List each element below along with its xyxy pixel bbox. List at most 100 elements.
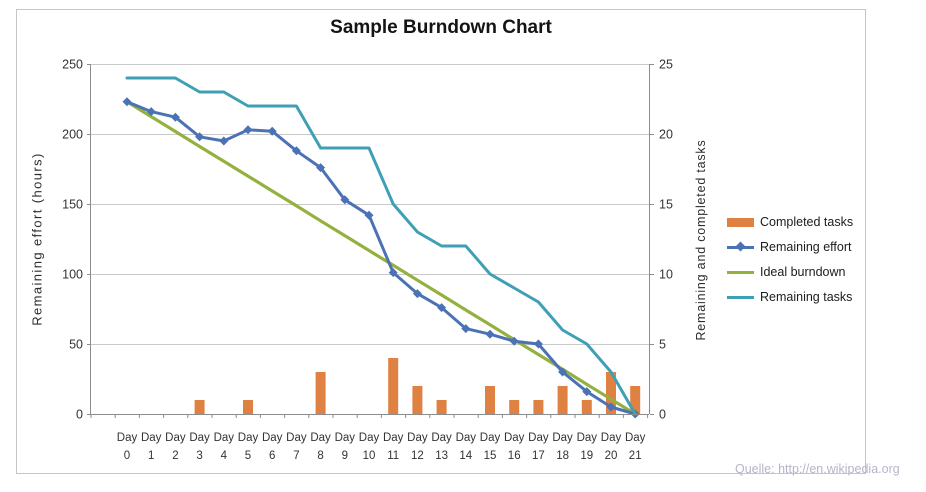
axes — [87, 64, 654, 418]
x-label-num-day-9: 9 — [342, 450, 348, 462]
x-label-word-day-2: Day — [165, 432, 186, 444]
legend: Completed tasks Remaining effort Ideal b… — [727, 215, 853, 304]
diamond-marker-day-4 — [219, 136, 229, 146]
legend-swatch-bar-icon — [727, 217, 754, 227]
bar-day-3 — [194, 400, 205, 414]
diamond-marker-day-2 — [170, 112, 180, 122]
x-label-word-day-1: Day — [141, 432, 162, 444]
legend-label: Remaining tasks — [760, 290, 853, 304]
diamond-marker-day-1 — [146, 107, 156, 117]
x-label-word-day-15: Day — [480, 432, 501, 444]
left-tick-label-0: 0 — [76, 408, 83, 422]
bar-day-17 — [533, 400, 544, 414]
x-label-word-day-12: Day — [407, 432, 428, 444]
bar-day-13 — [436, 400, 447, 414]
markers-remaining-effort — [122, 97, 640, 419]
bar-day-20 — [606, 372, 616, 414]
x-label-num-day-8: 8 — [317, 450, 323, 462]
x-label-word-day-0: Day — [117, 432, 138, 444]
x-label-num-day-11: 11 — [387, 450, 399, 462]
x-label-word-day-16: Day — [504, 432, 525, 444]
x-label-word-day-17: Day — [528, 432, 549, 444]
x-label-num-day-5: 5 — [245, 450, 251, 462]
line-remaining-effort — [125, 100, 637, 416]
bar-day-11 — [388, 358, 399, 414]
bar-day-16 — [509, 400, 520, 414]
x-label-word-day-11: Day — [383, 432, 404, 444]
x-label-num-day-16: 16 — [508, 450, 521, 462]
x-label-word-day-14: Day — [456, 432, 477, 444]
x-label-num-day-20: 20 — [605, 450, 618, 462]
x-label-num-day-4: 4 — [221, 450, 228, 462]
diamond-marker-day-16 — [509, 336, 519, 346]
x-label-word-day-10: Day — [359, 432, 380, 444]
x-label-num-day-3: 3 — [196, 450, 202, 462]
x-label-word-day-19: Day — [577, 432, 598, 444]
right-tick-label-5: 5 — [659, 338, 666, 352]
x-label-word-day-5: Day — [238, 432, 259, 444]
x-label-word-day-9: Day — [335, 432, 356, 444]
x-label-num-day-19: 19 — [580, 450, 593, 462]
legend-item-remaining-effort: Remaining effort — [727, 240, 853, 254]
x-label-word-day-6: Day — [262, 432, 283, 444]
diamond-marker-day-3 — [195, 132, 205, 142]
diamond-marker-day-12 — [412, 289, 422, 299]
right-tick-label-0: 0 — [659, 408, 666, 422]
diamond-marker-day-15 — [485, 329, 495, 339]
diamond-marker-day-11 — [388, 268, 398, 278]
legend-swatch-line-icon — [727, 295, 754, 299]
x-label-num-day-13: 13 — [435, 450, 448, 462]
diamond-marker-day-17 — [533, 339, 543, 349]
legend-swatch-line-icon — [727, 270, 754, 274]
source-attribution: Quelle: http://en.wikipedia.org — [735, 462, 900, 476]
bar-day-19 — [581, 400, 592, 414]
bar-day-18 — [557, 386, 568, 414]
x-label-num-day-0: 0 — [124, 450, 130, 462]
bar-day-5 — [243, 400, 253, 414]
x-label-word-day-13: Day — [431, 432, 452, 444]
chart-title: Sample Burndown Chart — [330, 17, 552, 38]
left-tick-label-200: 200 — [62, 128, 83, 142]
legend-item-remaining-tasks: Remaining tasks — [727, 290, 853, 304]
chart-outer-border — [16, 9, 866, 474]
axis-tick-labels: 0 50 100 150 200 250 0 5 10 15 20 25 Day 0 Day 1 Day 2 Day… — [62, 58, 673, 463]
x-label-num-day-2: 2 — [172, 450, 178, 462]
x-label-num-day-17: 17 — [532, 450, 545, 462]
diamond-marker-day-18 — [558, 367, 568, 377]
diamond-marker-day-7 — [291, 146, 301, 156]
diamond-marker-day-14 — [461, 324, 471, 334]
diamond-marker-day-5 — [243, 125, 253, 135]
right-tick-label-25: 25 — [659, 58, 673, 72]
x-label-num-day-21: 21 — [629, 450, 642, 462]
bar-day-12 — [412, 386, 423, 414]
legend-swatch-line-diamond-icon — [727, 241, 754, 252]
x-label-num-day-10: 10 — [363, 450, 376, 462]
x-label-word-day-8: Day — [310, 432, 331, 444]
diamond-marker-day-0 — [122, 97, 132, 107]
line-remaining-tasks — [125, 76, 637, 416]
x-label-num-day-6: 6 — [269, 450, 275, 462]
diamond-marker-day-9 — [340, 195, 350, 205]
x-label-num-day-14: 14 — [459, 450, 472, 462]
x-label-num-day-12: 12 — [411, 450, 424, 462]
diamond-marker-day-6 — [267, 126, 277, 136]
diamond-marker-day-10 — [364, 210, 374, 220]
x-label-num-day-7: 7 — [293, 450, 299, 462]
line-ideal-burndown — [125, 100, 637, 416]
legend-item-ideal-burndown: Ideal burndown — [727, 265, 853, 279]
x-label-word-day-18: Day — [552, 432, 573, 444]
diamond-marker-icon — [735, 241, 746, 252]
x-label-word-day-20: Day — [601, 432, 622, 444]
bar-day-8 — [315, 372, 326, 414]
right-tick-label-15: 15 — [659, 198, 673, 212]
series-completed-tasks-bars — [194, 358, 641, 414]
x-label-word-day-4: Day — [214, 432, 235, 444]
left-tick-label-250: 250 — [62, 58, 83, 72]
diamond-marker-day-19 — [582, 387, 592, 397]
bar-day-21 — [630, 386, 641, 414]
x-label-word-day-7: Day — [286, 432, 307, 444]
diamond-marker-day-8 — [316, 163, 326, 173]
left-tick-label-150: 150 — [62, 198, 83, 212]
